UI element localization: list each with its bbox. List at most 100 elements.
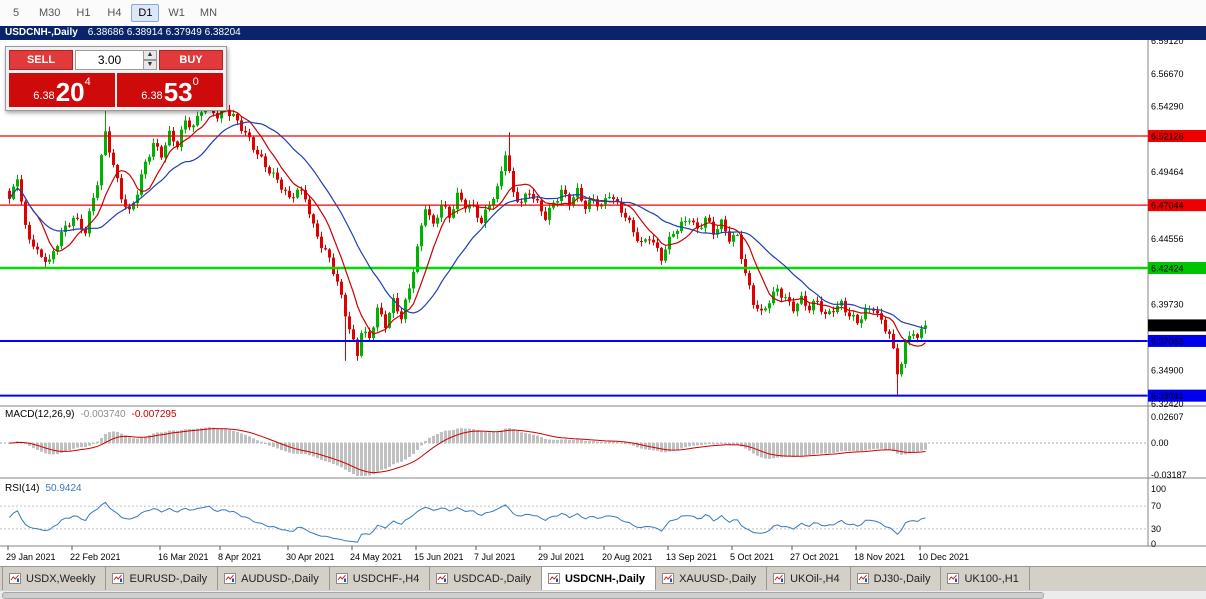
macd-pane — [0, 427, 1148, 476]
svg-text:29 Jul 2021: 29 Jul 2021 — [538, 552, 585, 562]
current-price-tag — [1148, 319, 1206, 332]
timeframe-button-mn[interactable]: MN — [199, 7, 218, 19]
chart-tab-usdx-weekly[interactable]: USDX,Weekly — [2, 567, 107, 591]
moving-average-8 — [8, 110, 926, 347]
chart-tab-icon — [436, 573, 449, 584]
timeframe-button-h4[interactable]: H4 — [107, 7, 122, 19]
chart-tab-label: XAUUSD-,Daily — [679, 572, 757, 585]
svg-text:-0.03187: -0.03187 — [1151, 470, 1187, 480]
timeframe-button-d1[interactable]: D1 — [131, 4, 160, 22]
svg-text:6.33041: 6.33041 — [1151, 391, 1184, 401]
sell-button[interactable]: SELL — [9, 50, 73, 70]
ask-price-prefix: 6.38 — [141, 90, 163, 102]
timeframe-button-5[interactable]: 5 — [12, 7, 20, 19]
chart-tab-label: UKOil-,H4 — [790, 572, 840, 585]
svg-text:8 Apr 2021: 8 Apr 2021 — [218, 552, 262, 562]
chart-canvas[interactable]: 6.59120 6.56670 6.54290 6.49464 6.44556 6.397… — [0, 0, 1206, 566]
level-price-tag-6.52126 — [1148, 130, 1206, 142]
svg-text:30: 30 — [1151, 524, 1161, 534]
chart-tab-usdcad-daily[interactable]: USDCAD-,Daily — [429, 567, 542, 591]
svg-text:18 Nov 2021: 18 Nov 2021 — [854, 552, 905, 562]
chart-tab-audusd-daily[interactable]: AUDUSD-,Daily — [217, 567, 330, 591]
svg-text:6.54290: 6.54290 — [1151, 102, 1184, 112]
chart-tab-icon — [224, 573, 237, 584]
chart-tab-dj30-daily[interactable]: DJ30-,Daily — [849, 567, 942, 591]
chart-tab-icon — [547, 573, 560, 584]
chart-tab-label: USDCAD-,Daily — [453, 572, 531, 585]
svg-text:15 Jun 2021: 15 Jun 2021 — [414, 552, 464, 562]
level-price-tag-6.37063 — [1148, 334, 1206, 347]
chart-tab-icon — [9, 573, 21, 584]
level-price-tag-6.47044 — [1148, 199, 1206, 212]
chart-tab-ukoil-h4[interactable]: UKOil-,H4 — [766, 567, 851, 591]
rsi-pane — [0, 501, 1148, 543]
timeframe-button-h1[interactable]: H1 — [76, 7, 91, 19]
chart-tab-label: DJ30-,Daily — [873, 572, 931, 585]
svg-text:6.39730: 6.39730 — [1151, 300, 1184, 310]
price-axis[interactable]: 6.59120 6.56670 6.54290 6.49464 6.44556 6.397… — [1151, 36, 1187, 549]
timeframe-buttons: 5 M30 H1 H4 D1 W1 MN — [2, 4, 223, 22]
chart-tab-usdcnh-daily[interactable]: USDCNH-,Daily — [540, 567, 657, 591]
svg-text:27 Oct 2021: 27 Oct 2021 — [790, 552, 839, 562]
rsi-header: RSI(14) 50.9424 — [5, 483, 82, 494]
chart-tab-xauusd-daily[interactable]: XAUUSD-,Daily — [655, 567, 768, 591]
rsi-line — [9, 501, 926, 543]
svg-text:13 Sep 2021: 13 Sep 2021 — [666, 552, 717, 562]
svg-text:16 Mar 2021: 16 Mar 2021 — [158, 552, 209, 562]
svg-text:6.34900: 6.34900 — [1151, 365, 1184, 375]
chart-tab-label: USDX,Weekly — [26, 572, 96, 585]
chart-tab-icon — [856, 573, 869, 584]
volume-up-button[interactable]: ▲ — [144, 50, 157, 60]
bid-price-button[interactable]: 6.38 20 4 — [9, 73, 115, 107]
time-axis[interactable]: 29 Jan 2021 22 Feb 2021 16 Mar 2021 8 Apr 2… — [6, 546, 969, 562]
timeframe-button-m30[interactable]: M30 — [39, 7, 61, 19]
chart-ohlc-values: 6.38686 6.38914 6.37949 6.38204 — [87, 27, 241, 38]
svg-text:6.42424: 6.42424 — [1151, 264, 1184, 274]
chart-tab-icon — [662, 573, 675, 584]
chart-tabs-bar: USDX,Weekly EURUSD-,Daily AUDUSD-,Daily USD… — [0, 566, 1206, 591]
macd-signal-line — [9, 428, 926, 474]
volume-down-button[interactable]: ▼ — [144, 60, 157, 70]
svg-text:6.32420: 6.32420 — [1151, 399, 1184, 409]
chart-tab-eurusd-daily[interactable]: EURUSD-,Daily — [105, 567, 219, 591]
buy-button[interactable]: BUY — [159, 50, 223, 70]
chart-symbol-title: USDCNH-,Daily — [5, 27, 78, 38]
timeframe-button-w1[interactable]: W1 — [168, 7, 185, 19]
timeframe-toolbar: 5 M30 H1 H4 D1 W1 MN — [0, 0, 1206, 27]
ask-price-button[interactable]: 6.38 53 0 — [117, 73, 223, 107]
chart-tab-label: USDCNH-,Daily — [564, 572, 646, 585]
chart-tab-label: UK100-,H1 — [964, 572, 1019, 585]
chart-tab-uk100-h1[interactable]: UK100-,H1 — [940, 567, 1030, 591]
level-price-tag-6.42424 — [1148, 262, 1206, 274]
macd-header: MACD(12,26,9) -0.003740 -0.007295 — [5, 409, 177, 420]
chart-tab-label: EURUSD-,Daily — [129, 572, 208, 585]
svg-text:30 Apr 2021: 30 Apr 2021 — [286, 552, 335, 562]
svg-text:70: 70 — [1151, 501, 1161, 511]
svg-text:0: 0 — [1151, 539, 1156, 549]
chart-background — [0, 40, 1206, 566]
ask-price-point: 0 — [192, 76, 199, 88]
chart-tab-icon — [335, 573, 348, 584]
svg-text:100: 100 — [1151, 484, 1166, 494]
svg-text:6.49464: 6.49464 — [1151, 167, 1184, 177]
svg-text:5 Oct 2021: 5 Oct 2021 — [730, 552, 774, 562]
volume-input[interactable] — [75, 50, 144, 70]
bid-price-point: 4 — [84, 76, 91, 88]
svg-text:6.52126: 6.52126 — [1151, 132, 1184, 142]
svg-text:20 Aug 2021: 20 Aug 2021 — [602, 552, 653, 562]
svg-text:7 Jul 2021: 7 Jul 2021 — [474, 552, 516, 562]
one-click-trading-panel: SELL ▲ ▼ BUY 6.38 20 4 6.38 53 0 — [5, 46, 227, 111]
chart-tab-usdchf-h4[interactable]: USDCHF-,H4 — [328, 567, 431, 591]
chart-tab-icon — [773, 573, 786, 584]
svg-text:6.47044: 6.47044 — [1151, 201, 1184, 211]
svg-text:0.00: 0.00 — [1151, 438, 1169, 448]
chart-tab-label: USDCHF-,H4 — [352, 572, 420, 585]
svg-text:6.56670: 6.56670 — [1151, 69, 1184, 79]
svg-text:24 May 2021: 24 May 2021 — [350, 552, 402, 562]
svg-text:6.37063: 6.37063 — [1151, 336, 1184, 346]
svg-text:29 Jan 2021: 29 Jan 2021 — [6, 552, 56, 562]
chart-tab-icon — [112, 573, 125, 584]
svg-text:10 Dec 2021: 10 Dec 2021 — [918, 552, 969, 562]
svg-text:6.59120: 6.59120 — [1151, 36, 1184, 46]
chart-tab-icon — [947, 573, 960, 584]
